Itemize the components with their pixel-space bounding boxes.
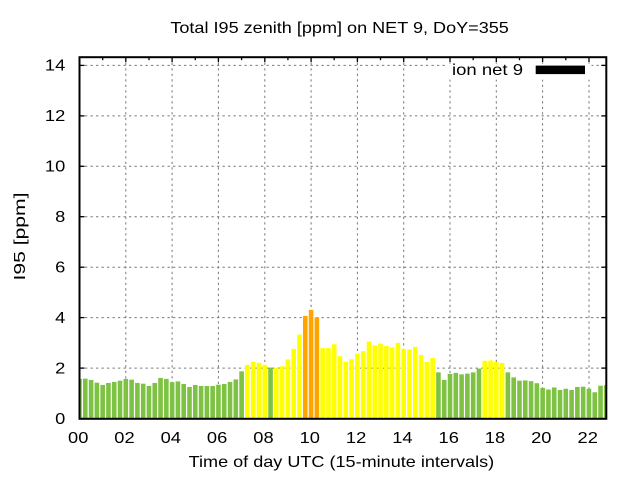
svg-text:0: 0 (55, 411, 65, 428)
svg-text:16: 16 (439, 430, 459, 447)
svg-text:4: 4 (55, 310, 65, 327)
svg-text:02: 02 (114, 430, 134, 447)
svg-text:06: 06 (207, 430, 227, 447)
svg-text:8: 8 (55, 209, 65, 226)
svg-text:00: 00 (68, 430, 88, 447)
svg-text:14: 14 (45, 58, 65, 75)
svg-text:22: 22 (578, 430, 598, 447)
svg-text:6: 6 (55, 260, 65, 277)
svg-text:Total I95 zenith [ppm] on NET: Total I95 zenith [ppm] on NET 9, DoY=355 (170, 20, 509, 37)
svg-text:10: 10 (300, 430, 320, 447)
svg-text:ion net 9: ion net 9 (452, 62, 523, 79)
svg-text:12: 12 (45, 108, 65, 125)
svg-text:Time of day UTC (15-minute int: Time of day UTC (15-minute intervals) (189, 454, 495, 471)
svg-text:18: 18 (485, 430, 505, 447)
svg-text:14: 14 (392, 430, 412, 447)
svg-text:20: 20 (531, 430, 551, 447)
svg-text:12: 12 (346, 430, 366, 447)
svg-text:10: 10 (45, 159, 65, 176)
svg-text:I95 [ppm]: I95 [ppm] (12, 193, 29, 281)
svg-text:04: 04 (161, 430, 181, 447)
svg-text:2: 2 (55, 360, 65, 377)
svg-text:08: 08 (253, 430, 273, 447)
